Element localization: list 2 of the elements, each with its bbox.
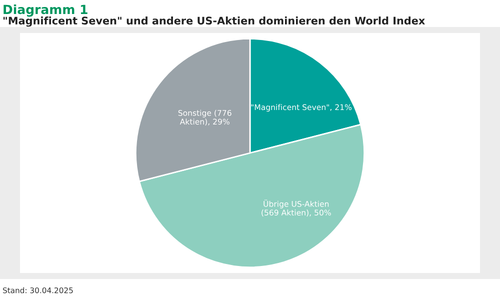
chart-subtitle: "Magnificent Seven" und andere US-Aktien dominieren den World Index <box>3 16 425 27</box>
chart-title: Diagramm 1 <box>4 4 88 17</box>
